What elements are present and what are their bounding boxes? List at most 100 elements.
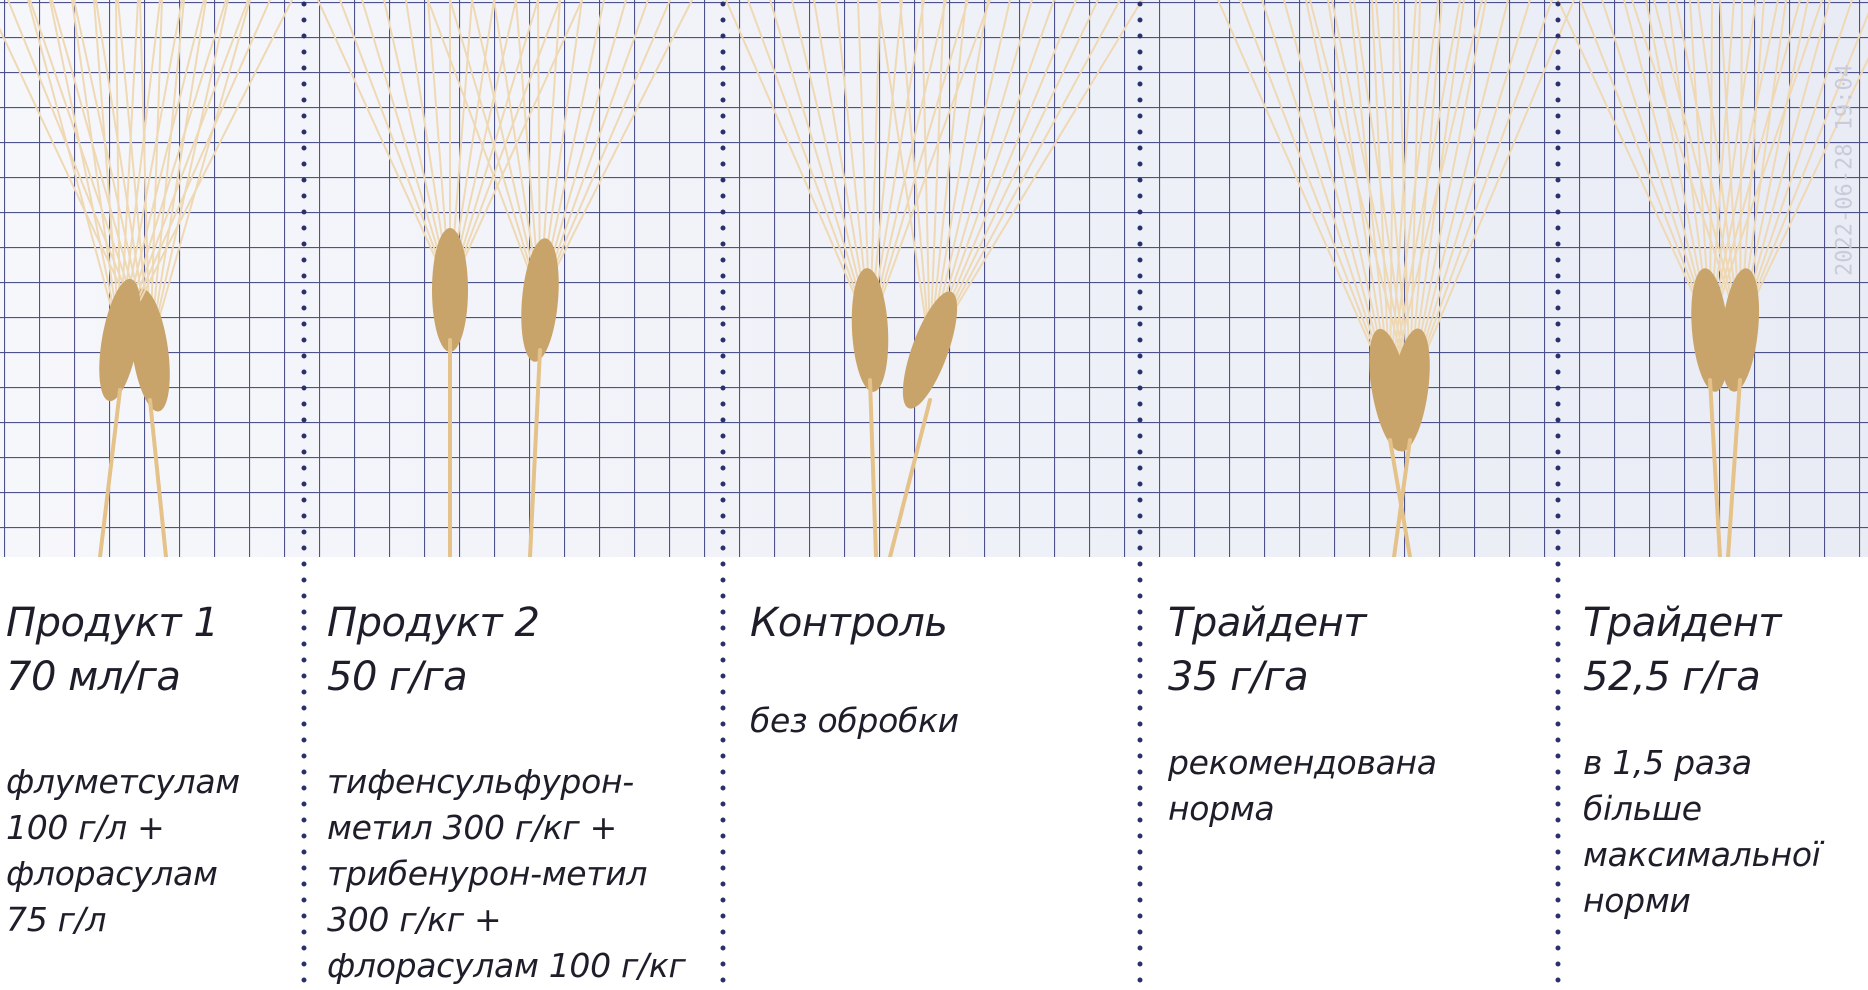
awn	[929, 0, 1121, 351]
awn	[93, 0, 121, 341]
awn	[877, 0, 931, 351]
awn	[119, 0, 227, 341]
awn	[449, 0, 541, 301]
awn	[869, 0, 991, 331]
title-line: 50 г/га	[327, 654, 468, 700]
awn	[1409, 0, 1553, 391]
title-line: Трайдент	[1583, 600, 1782, 646]
awn	[1579, 0, 1711, 331]
awn	[149, 0, 207, 351]
awn	[493, 0, 541, 301]
ear	[1691, 268, 1729, 392]
awn	[27, 0, 121, 341]
description-line: флуметсулам	[6, 762, 240, 801]
caption-description: без обробки	[750, 698, 959, 744]
awn	[725, 0, 871, 331]
caption-title: Продукт 2 50 г/га	[327, 596, 540, 704]
awn	[149, 0, 229, 351]
awn	[1709, 0, 1757, 331]
awn	[1409, 0, 1443, 391]
awn	[929, 0, 945, 351]
awn	[1409, 0, 1575, 391]
awn	[539, 0, 671, 301]
awn	[1261, 0, 1391, 391]
description-line: рекомендована	[1168, 743, 1437, 782]
awn	[1719, 0, 1741, 331]
ear	[521, 238, 559, 362]
awn	[929, 0, 1077, 351]
stem	[888, 398, 932, 557]
awn	[1409, 0, 1421, 391]
awn	[1623, 0, 1711, 331]
awn	[929, 0, 1143, 351]
awn	[1305, 0, 1391, 391]
awn	[791, 0, 871, 331]
stem	[148, 398, 168, 557]
stem	[868, 378, 878, 557]
description-line: 75 г/л	[6, 900, 107, 939]
ear	[902, 291, 958, 409]
title-line: 35 г/га	[1168, 654, 1309, 700]
awn	[539, 0, 649, 301]
awn	[317, 0, 451, 291]
awn	[769, 0, 871, 331]
awn	[1601, 0, 1711, 331]
caption-title: Трайдент 35 г/га	[1168, 596, 1367, 704]
title-line: Продукт 2	[327, 600, 540, 646]
caption-title: Трайдент 52,5 г/га	[1583, 596, 1782, 704]
description-line: флорасулам 100 г/кг	[327, 946, 686, 985]
awn	[149, 0, 251, 351]
awn	[1409, 0, 1531, 391]
awn	[929, 0, 1011, 351]
awn	[1409, 0, 1509, 391]
awn	[149, 0, 185, 351]
caption-description: рекомендована норма	[1168, 740, 1437, 832]
awn	[339, 0, 451, 291]
awn	[1557, 0, 1711, 331]
caption-description: тифенсульфурон-метил 300 г/кг + трибенуро…	[327, 759, 686, 989]
awn	[1217, 0, 1391, 391]
stem	[98, 388, 122, 557]
description-line: в 1,5 раза	[1583, 743, 1752, 782]
awn	[1709, 0, 1735, 331]
caption-title: Контроль	[750, 596, 948, 650]
awn	[361, 0, 451, 291]
title-line: Продукт 1	[6, 600, 219, 646]
awn	[929, 0, 1099, 351]
caption-description: в 1,5 раза більше максимальної норми	[1583, 740, 1821, 924]
description-line: норми	[1583, 881, 1691, 920]
awn	[869, 0, 947, 331]
awn	[929, 0, 989, 351]
stem	[1392, 438, 1412, 557]
ear	[1720, 268, 1760, 392]
title-line: Контроль	[750, 600, 948, 646]
awn	[427, 0, 541, 301]
awn	[1409, 0, 1465, 391]
awn	[1631, 0, 1741, 331]
awn	[139, 0, 151, 351]
stem	[1708, 378, 1722, 557]
description-line: більше	[1583, 789, 1702, 828]
stem	[528, 348, 542, 557]
awn	[119, 0, 271, 341]
awn	[1697, 0, 1741, 331]
awn	[1283, 0, 1391, 391]
description-line: метил 300 г/кг +	[327, 808, 617, 847]
awn	[1653, 0, 1741, 331]
awn	[119, 0, 293, 341]
awn	[1739, 0, 1853, 331]
description-line: максимальної	[1583, 835, 1821, 874]
awn	[929, 0, 1033, 351]
ear	[851, 268, 889, 392]
title-line: 70 мл/га	[6, 654, 181, 700]
caption-description: флуметсулам 100 г/л + флорасулам 75 г/л	[6, 759, 240, 943]
description-line: тифенсульфурон-	[327, 762, 634, 801]
awn	[149, 0, 163, 351]
awn	[471, 0, 541, 301]
awn	[1375, 0, 1411, 391]
awn	[899, 0, 931, 351]
awn	[71, 0, 121, 341]
description-line: трибенурон-метил	[327, 854, 648, 893]
awn	[747, 0, 871, 331]
photo	[0, 0, 1868, 557]
